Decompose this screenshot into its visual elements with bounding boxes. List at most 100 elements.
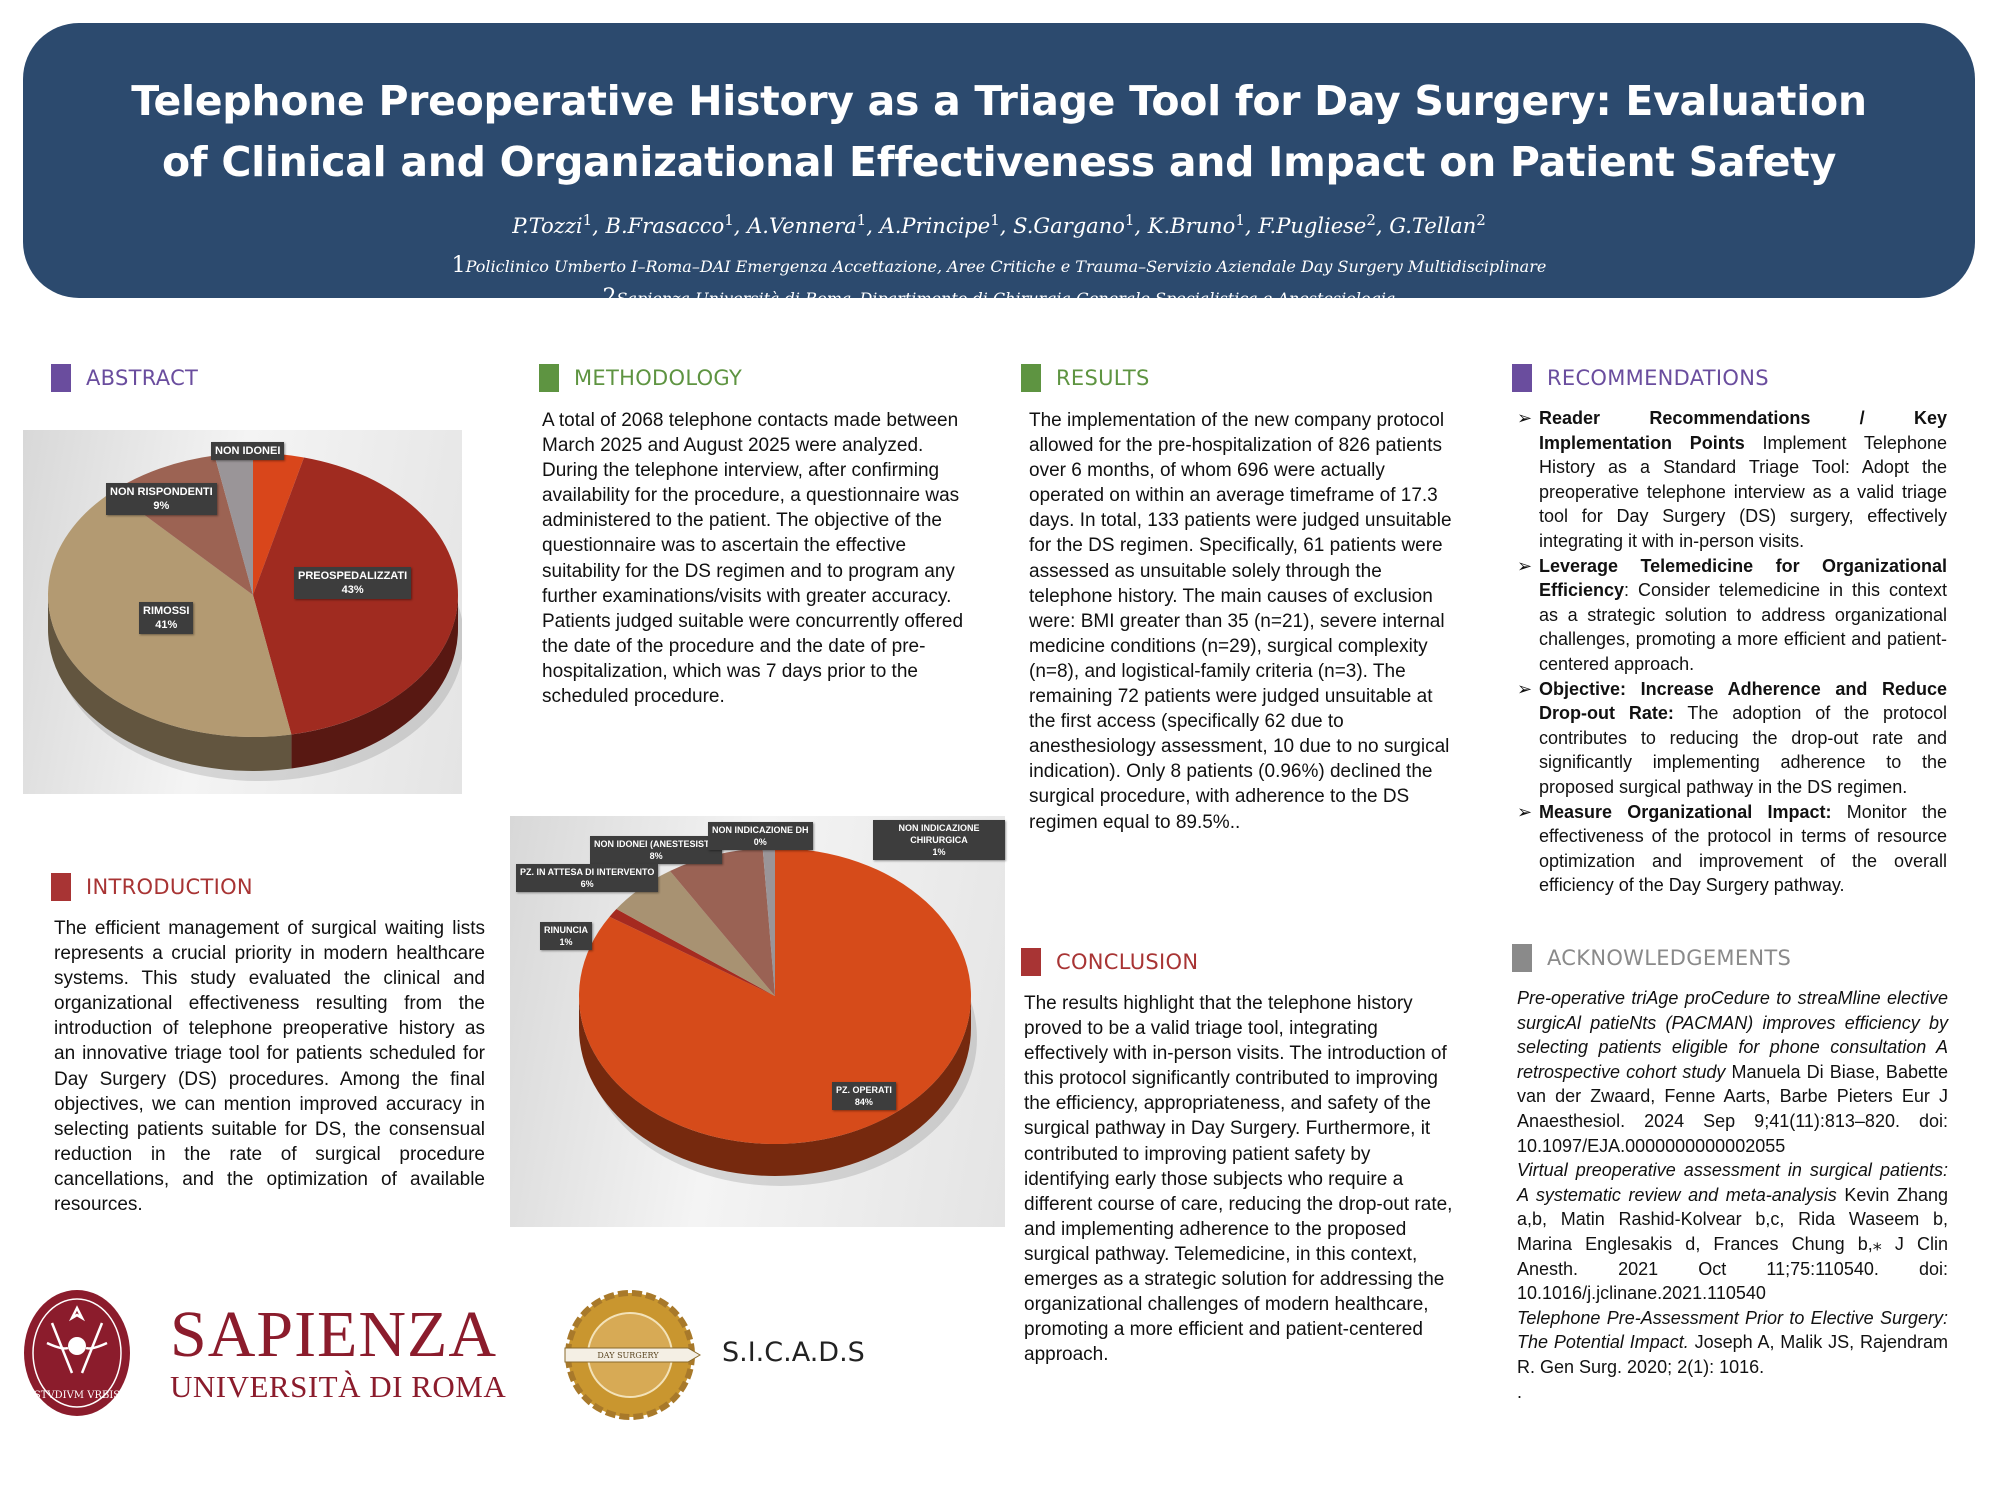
section-marker [539,364,559,392]
affiliation-text: Policlinico Umberto I–Roma–DAI Emergenza… [465,257,1547,276]
recommendation-text: : Consider telemedicine in this context … [1539,580,1947,674]
label-rimossi: RIMOSSI 41% [139,602,194,634]
recommendation-title: Reader Recommendations / Key Implementat… [1539,408,1947,453]
reference-details: Joseph A, Malik JS, Rajendram R. Gen Sur… [1517,1332,1948,1377]
pie-slice-pz-in-attesa-di-intervento [616,871,775,996]
affiliation-2: 2Sapienza Università di Roma–Dipartiment… [23,285,1975,310]
label-pct: 1% [559,937,573,947]
pie-slice-side [579,996,971,1176]
heading-text: RESULTS [1056,366,1150,390]
label-name: PZ. OPERATI [836,1085,892,1095]
arrow-bullet-icon: ➢ [1517,555,1533,576]
pie-chart-outcomes: NON IDONEI (ANESTESISTA) 8% NON INDICAZIO… [510,816,1005,1227]
sapienza-subtitle: UNIVERSITÀ DI ROMA [170,1369,507,1404]
acknowledgements-heading: ACKNOWLEDGEMENTS [1512,944,1791,972]
author-affiliation: 1 [582,211,593,229]
affiliation-number: 2 [602,285,617,310]
section-marker [51,873,71,901]
introduction-text: The efficient management of surgical wai… [54,918,485,1216]
label-pct: 41% [155,619,178,631]
author-affiliation: 1 [856,211,867,229]
author: A.Vennera [747,214,857,238]
author: F.Pugliese [1258,214,1367,238]
reference-details: Kevin Zhang a,b, Matin Rashid-Kolvear b,… [1517,1184,1948,1304]
reference-title: Pre-operative triAge proCedure to streaM… [1517,988,1948,1082]
reference-item: Telephone Pre-Assessment Prior to Electi… [1517,1306,1948,1380]
heading-text: METHODOLOGY [574,366,743,390]
heading-text: RECOMMENDATIONS [1547,366,1769,390]
affiliation-text: Sapienza Università di Roma–Dipartimento… [616,289,1396,308]
author-affiliation: 1 [1235,211,1245,229]
pie-slice-side [291,595,458,769]
label-name: RINUNCIA [544,925,588,935]
recommendation-item: ➢ Measure Organizational Impact: Monitor … [1515,800,1947,898]
heading-text: CONCLUSION [1056,950,1199,974]
recommendation-text: Implement Telephone History as a Standar… [1539,432,1947,551]
pie-chart-patient-flow: NON IDONEI NON RISPONDENTI 9% PREOSPEDALI… [23,430,462,794]
label-pct: 1% [932,847,946,857]
label-name: NON IDONEI (ANESTESISTA) [594,839,719,849]
svg-text:STVDIVM VRBIS: STVDIVM VRBIS [34,1390,120,1401]
recommendations-heading: RECOMMENDATIONS [1512,364,1769,392]
author-affiliation: 2 [1476,211,1486,229]
pie-slice-non-idonei-anestesista- [669,848,775,996]
reference-details: Manuela Di Biase, Babette van der Zwaard… [1517,1061,1948,1156]
pie-slice-rinuncia [609,909,775,996]
label-non-idonei-anestesista: NON IDONEI (ANESTESISTA) 8% [590,836,723,864]
results-heading: RESULTS [1021,364,1150,392]
label-preospedalizzati: PREOSPEDALIZZATI 43% [294,567,412,599]
introduction-heading: INTRODUCTION [51,873,253,901]
affiliation-1: 1Policlinico Umberto I–Roma–DAI Emergenz… [23,253,1975,278]
label-name: NON IDONEI [215,445,281,457]
label-non-rispondenti: NON RISPONDENTI 9% [106,483,217,515]
label-name: PZ. IN ATTESA DI INTERVENTO [520,867,655,877]
label-pct: 0% [753,837,767,847]
label-name: RIMOSSI [143,605,190,617]
author: A.Principe [879,214,991,238]
sapienza-wordmark: SAPIENZA UNIVERSITÀ DI ROMA [170,1302,506,1406]
author-affiliation: 2 [1366,211,1376,229]
section-marker [1512,944,1532,972]
label-non-idonei: NON IDONEI [211,442,285,460]
label-pct: 6% [580,879,594,889]
reference-title: Telephone Pre-Assessment Prior to Electi… [1517,1307,1948,1353]
title-line: of Clinical and Organizational Effective… [161,138,1837,186]
label-pz-in-attesa: PZ. IN ATTESA DI INTERVENTO 6% [516,864,659,892]
sicads-wordmark: S.I.C.A.D.S [722,1337,865,1368]
reference-item: Virtual preoperative assessment in surgi… [1517,1158,1948,1306]
recommendation-title: Measure Organizational Impact: [1539,801,1832,822]
pie-chart-svg [579,848,977,1186]
methodology-heading: METHODOLOGY [539,364,742,392]
trailing-text: . [1517,1381,1523,1402]
reference-item: Pre-operative triAge proCedure to streaM… [1517,986,1948,1158]
recommendation-item: ➢ Objective: Increase Adherence and Reduc… [1515,677,1947,800]
heading-text: ABSTRACT [86,366,199,390]
conclusion-text: The results highlight that the telephone… [1024,993,1453,1366]
label-non-indicazione-chirurgica: NON INDICAZIONE CHIRURGICA 1% [873,820,1005,860]
pie-slice [253,453,304,595]
label-rinuncia: RINUNCIA 1% [540,922,592,950]
arrow-bullet-icon: ➢ [1517,408,1533,428]
heading-text: ACKNOWLEDGEMENTS [1547,946,1792,970]
title-line: Telephone Preoperative History as a Tria… [131,77,1867,125]
arrow-bullet-icon: ➢ [1517,678,1533,699]
label-pct: 8% [649,851,663,861]
arrow-bullet-icon: ➢ [1517,801,1533,822]
recommendation-text: Monitor the effectiveness of the protoco… [1539,801,1947,896]
section-marker [1512,364,1532,392]
pie-slice-side [48,595,292,771]
section-marker [1021,948,1041,976]
references-list: Pre-operative triAge proCedure to streaM… [1517,986,1948,1404]
author-affiliation: 1 [724,211,734,229]
pie-slice-non-idonei [214,453,253,595]
author: G.Tellan [1389,214,1477,238]
author: S.Gargano [1013,214,1125,238]
author-affiliation: 1 [990,211,1000,229]
svg-text:DAY SURGERY: DAY SURGERY [597,1351,659,1360]
label-name: PREOSPEDALIZZATI [298,570,408,582]
author: B.Frasacco [605,214,725,238]
pie-slice-non-indicazione-chirurgica [762,848,775,996]
label-non-indicazione-dh: NON INDICAZIONE DH 0% [708,822,813,850]
recommendation-title: Leverage Telemedicine for Organizational… [1539,555,1947,601]
recommendation-text: The adoption of the protocol contributes… [1539,703,1948,797]
